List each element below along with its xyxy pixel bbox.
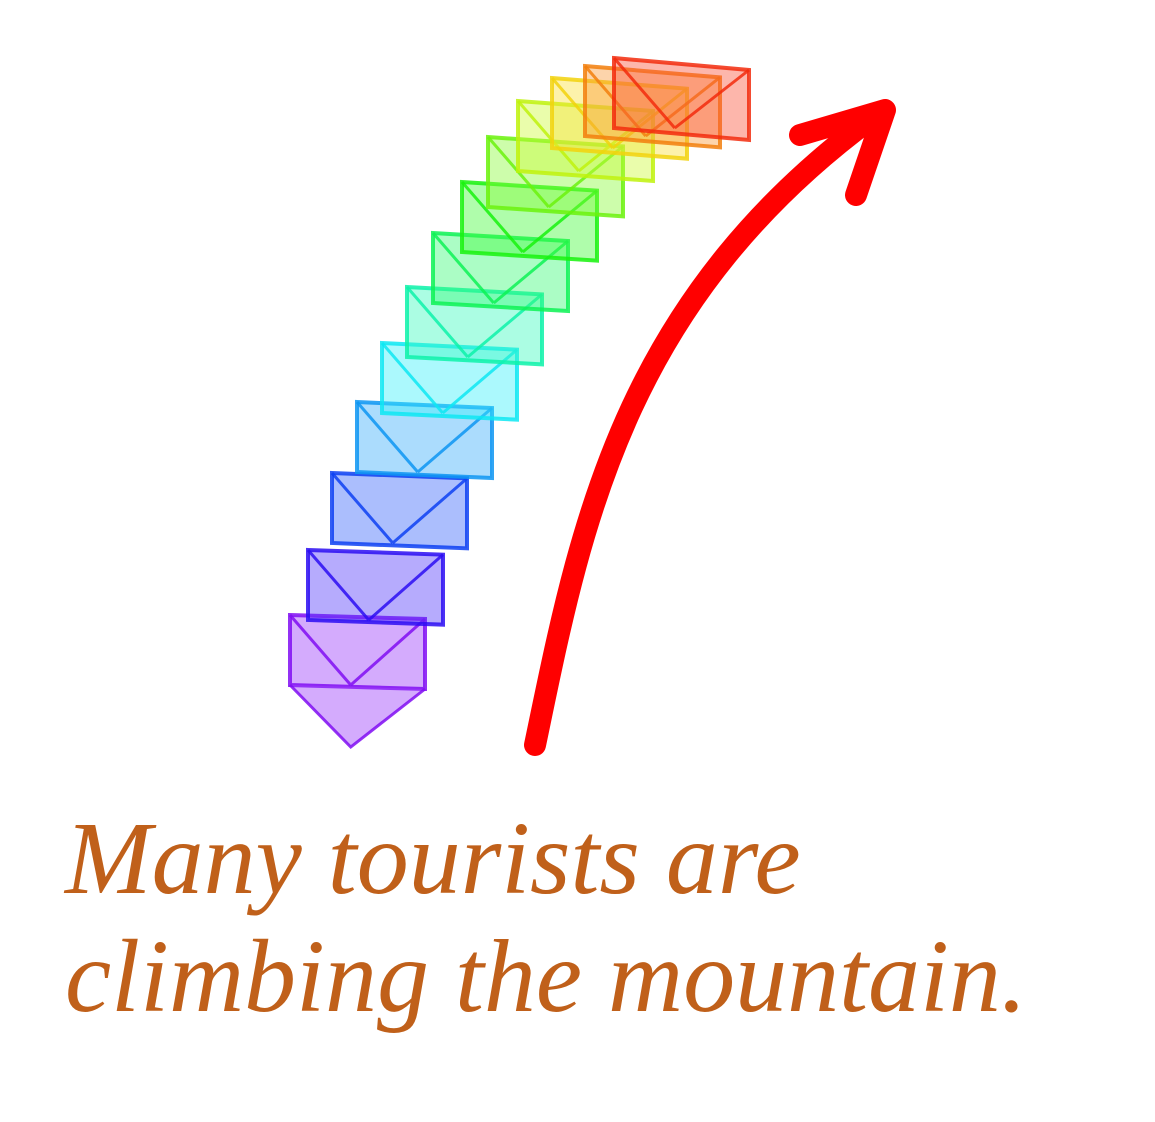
camera-frustum — [612, 55, 751, 143]
camera-frustum — [355, 399, 494, 481]
caption: Many tourists are climbing the mountain. — [65, 800, 1145, 1036]
camera-frustum-trajectory — [288, 55, 751, 750]
camera-frustum — [330, 470, 469, 551]
curved-arrow-icon — [524, 99, 896, 756]
camera-frustum — [460, 179, 599, 263]
caption-line-1: Many tourists are — [65, 801, 801, 916]
caption-line-2: climbing the mountain. — [65, 919, 1027, 1034]
camera-frustum — [306, 547, 445, 627]
camera-frustum — [288, 612, 427, 750]
